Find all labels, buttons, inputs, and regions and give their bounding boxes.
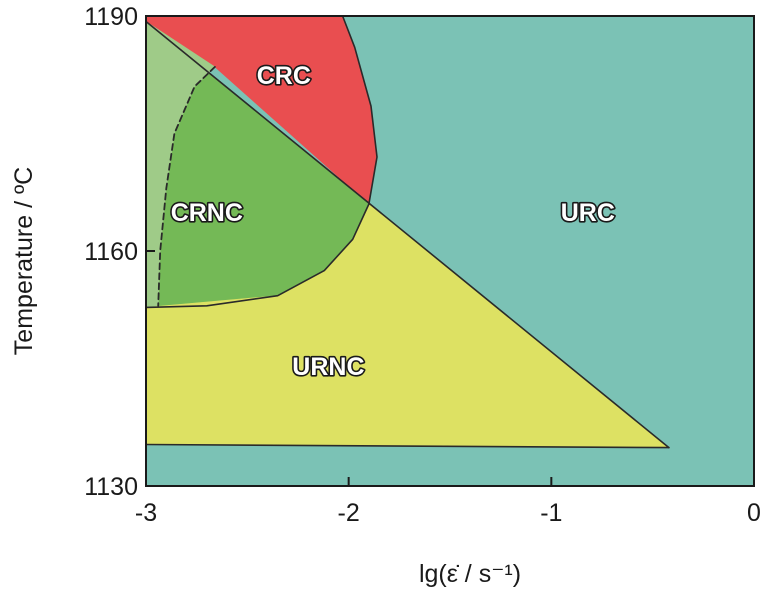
x-tick-label: -2: [338, 499, 360, 527]
y-axis-label: Temperature / ºC: [10, 167, 38, 355]
chart-boundaries: [145, 15, 670, 449]
boundary-line-2: [341, 15, 378, 205]
region-label-crc: CRC: [257, 62, 311, 90]
y-tick-label: 1190: [84, 3, 138, 31]
axis-ticks: [145, 15, 755, 487]
boundary-line-4: [145, 443, 670, 449]
region-label-urnc: URNC: [292, 353, 364, 381]
region-label-urc: URC: [561, 199, 615, 227]
boundary-line-5: [157, 66, 216, 307]
y-tick-label: 1160: [84, 238, 138, 266]
boundary-line-3: [145, 203, 370, 309]
y-tick-label: 1130: [84, 473, 138, 501]
chart-regions: [145, 15, 755, 487]
region-labels: URC CRC CRNC URNC: [169, 60, 616, 383]
x-tick-label: 0: [747, 499, 761, 527]
boundary-line-1: [145, 20, 670, 449]
x-tick-label: -1: [540, 499, 562, 527]
region-label-crnc: CRNC: [171, 199, 243, 227]
x-tick-label: -3: [135, 499, 157, 527]
axis-tick-labels: -3 -2 -1 0 1130 1160 1190: [84, 3, 761, 527]
x-axis-label: lg(ε̇ / s⁻¹): [419, 560, 521, 588]
